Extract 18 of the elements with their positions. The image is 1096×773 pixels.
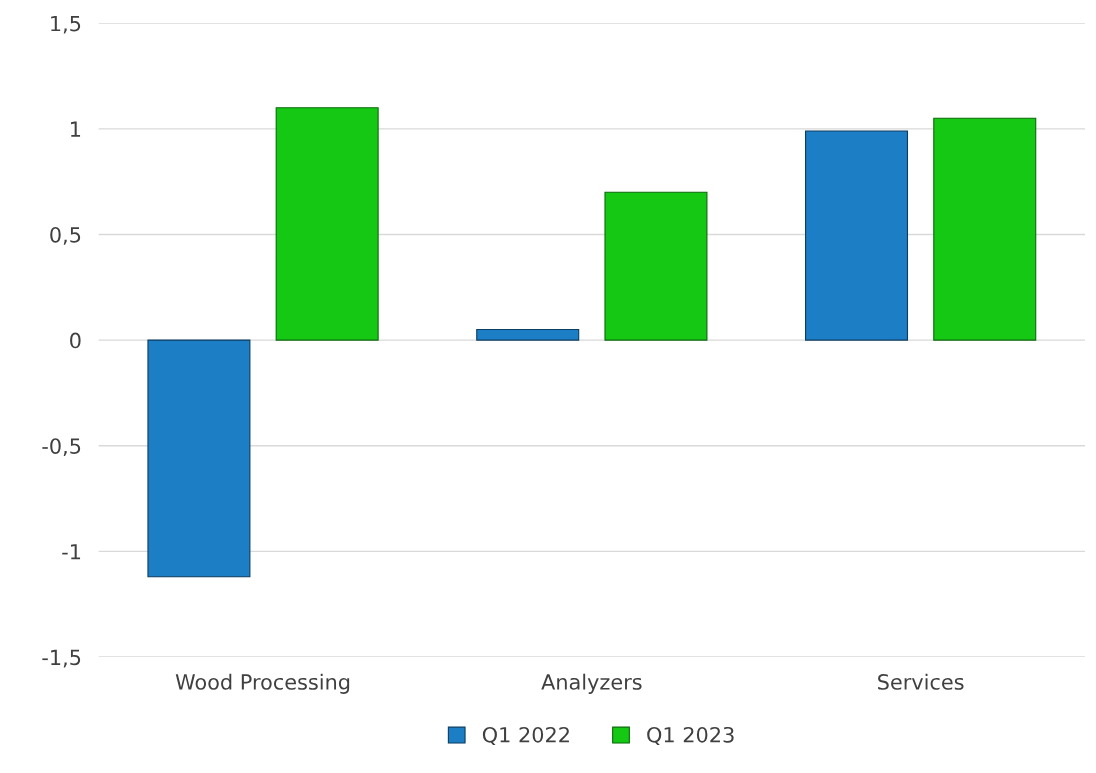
y-tick-label: 0,5 [50, 226, 81, 245]
bar [476, 329, 580, 341]
y-tick-label: -0,5 [42, 438, 81, 457]
x-tick-label: Wood Processing [175, 673, 350, 694]
y-tick-label: -1 [62, 544, 81, 560]
bar [275, 107, 379, 341]
y-tick-label: 1,5 [51, 15, 81, 34]
legend-label: Q1 2022 [482, 726, 569, 746]
bar [604, 191, 708, 341]
y-tick-label: 0 [70, 332, 81, 349]
y-tick-label: 1 [71, 121, 81, 137]
x-tick-label: Analyzers [541, 673, 642, 694]
bar [933, 117, 1037, 341]
x-tick-label: Services [878, 673, 964, 690]
bar [805, 130, 909, 341]
legend-label: Q1 2023 [647, 726, 734, 746]
bar [147, 339, 251, 578]
y-tick-label: -1,5 [42, 649, 81, 668]
